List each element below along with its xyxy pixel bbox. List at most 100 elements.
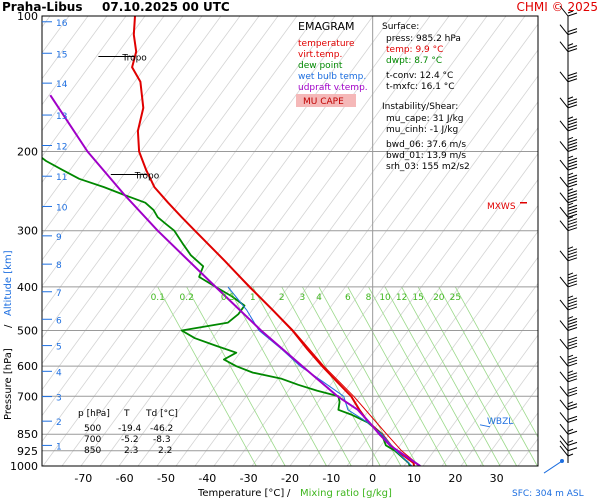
series-layer bbox=[42, 16, 421, 466]
x-axis-title-mixing: Mixing ratio [g/kg] bbox=[300, 488, 392, 499]
wind-barb-feather bbox=[567, 174, 578, 179]
wind-barb-feather bbox=[567, 283, 578, 288]
adiabat-line bbox=[42, 16, 260, 313]
t-mxfc: t-mxfc: 16.1 °C bbox=[386, 82, 455, 92]
wind-barb-feather bbox=[567, 280, 578, 285]
table-cell: -5.2 bbox=[121, 435, 139, 445]
km-tick-label: 14 bbox=[56, 80, 68, 90]
adiabat-line bbox=[80, 16, 412, 466]
mixing-ratio-label: 1 bbox=[250, 293, 256, 303]
x-tick-label: -10 bbox=[322, 472, 340, 485]
wind-barb-feather bbox=[567, 180, 578, 185]
wind-barb-feather bbox=[567, 447, 578, 452]
adiabat-line bbox=[42, 16, 298, 365]
km-tick-label: 10 bbox=[56, 203, 68, 213]
wind-barb-feather bbox=[567, 12, 578, 17]
wind-barb bbox=[559, 412, 569, 423]
adiabat-line bbox=[175, 16, 507, 466]
wind-barb-feather bbox=[567, 204, 578, 209]
adiabat-line bbox=[460, 360, 538, 466]
x-tick-label: 30 bbox=[490, 472, 504, 485]
wind-barb-feather bbox=[567, 183, 578, 188]
legend-dew-point: dew point bbox=[298, 61, 343, 71]
wind-barb bbox=[559, 220, 569, 232]
wind-barb bbox=[559, 120, 569, 132]
wind-barb-feather bbox=[567, 213, 578, 218]
legend-wet-bulb: wet bulb temp. bbox=[298, 72, 366, 82]
y-axis-title-altitude: Altitude [km] bbox=[3, 250, 14, 316]
wind-barb-feather bbox=[567, 28, 578, 33]
km-tick-label: 2 bbox=[56, 418, 62, 428]
mixing-ratio-label: 6 bbox=[345, 293, 351, 303]
adiabat-line bbox=[232, 49, 538, 466]
table-cell: 700 bbox=[84, 435, 101, 445]
adiabat-line bbox=[42, 16, 184, 209]
adiabat-line bbox=[42, 16, 108, 106]
wind-barb-feather bbox=[567, 147, 578, 152]
wind-barb-half-feather bbox=[567, 439, 574, 443]
mixing-ratio-line bbox=[157, 286, 257, 466]
legend-virt-temp: virt.temp. bbox=[298, 50, 342, 60]
wind-barb bbox=[559, 445, 569, 457]
km-tick-label: 11 bbox=[56, 173, 67, 183]
wind-barb bbox=[559, 276, 569, 288]
y-axis-title-group: Pressure [hPa] / Altitude [km] bbox=[3, 250, 14, 420]
wind-barb-feather bbox=[567, 277, 578, 282]
y-tick-label: 925 bbox=[17, 445, 38, 458]
adiabat-line bbox=[441, 334, 538, 466]
y-tick-label: 400 bbox=[17, 281, 38, 294]
wind-barb-feather bbox=[567, 336, 578, 341]
x-tick-label: -70 bbox=[74, 472, 92, 485]
adiabat-line bbox=[479, 386, 538, 466]
table-header-t: T bbox=[123, 409, 130, 419]
mixing-ratio-label: 8 bbox=[366, 293, 372, 303]
wind-barb bbox=[559, 371, 569, 383]
wind-barb-feather bbox=[567, 227, 578, 232]
wind-barb-feather bbox=[567, 48, 578, 53]
surface-dwpt: dwpt: 8.7 °C bbox=[386, 56, 442, 66]
table-header-td: Td [°C] bbox=[145, 409, 178, 419]
wind-barb-feather bbox=[567, 124, 578, 129]
wind-barb-feather bbox=[567, 218, 578, 223]
wind-barb-feather bbox=[567, 356, 578, 361]
wind-barb-feather bbox=[567, 45, 578, 50]
mixing-ratio-label: 0.5 bbox=[221, 293, 235, 303]
wind-barb-feather bbox=[567, 141, 578, 146]
table-cell: 500 bbox=[84, 424, 101, 434]
wind-barb bbox=[559, 299, 569, 311]
wind-barb-feather bbox=[567, 98, 578, 103]
wind-barb-half-feather bbox=[567, 43, 574, 47]
wind-barb-feather bbox=[567, 101, 578, 106]
wind-barb-feather bbox=[567, 104, 578, 109]
mixing-ratio-line bbox=[347, 286, 447, 466]
y-tick-label: 200 bbox=[17, 145, 38, 158]
wind-barb-feather bbox=[567, 418, 578, 423]
wind-barb bbox=[559, 250, 569, 262]
wind-barb-feather bbox=[567, 392, 578, 397]
adiabat-line bbox=[308, 153, 538, 466]
wind-barb-feather bbox=[567, 157, 578, 162]
adiabat-line bbox=[213, 23, 538, 466]
wind-barb-half-feather bbox=[567, 10, 574, 14]
wind-barb-feather bbox=[567, 324, 578, 329]
wind-barb-feather bbox=[567, 31, 578, 36]
mixing-ratio-line bbox=[384, 286, 484, 466]
adiabat-line bbox=[42, 16, 146, 158]
adiabat-line bbox=[42, 16, 279, 339]
mixing-ratio-label: 0.2 bbox=[180, 293, 194, 303]
wind-barb-feather bbox=[567, 303, 578, 308]
mu-cape-swatch bbox=[296, 94, 356, 107]
wind-barb-feather bbox=[567, 248, 578, 253]
km-tick-label: 7 bbox=[56, 289, 62, 299]
adiabat-line bbox=[346, 204, 538, 466]
x-tick-label: 10 bbox=[407, 472, 421, 485]
wind-barb-feather bbox=[567, 196, 578, 201]
table-header-p: p [hPa] bbox=[78, 409, 110, 419]
mixing-ratio-line bbox=[454, 286, 538, 439]
wind-barb-half-feather bbox=[567, 116, 574, 120]
mu-cinh-value: mu_cinh: -1 J/kg bbox=[386, 125, 458, 135]
wind-barb-feather bbox=[567, 177, 578, 182]
wind-barb-half-feather bbox=[567, 401, 574, 405]
